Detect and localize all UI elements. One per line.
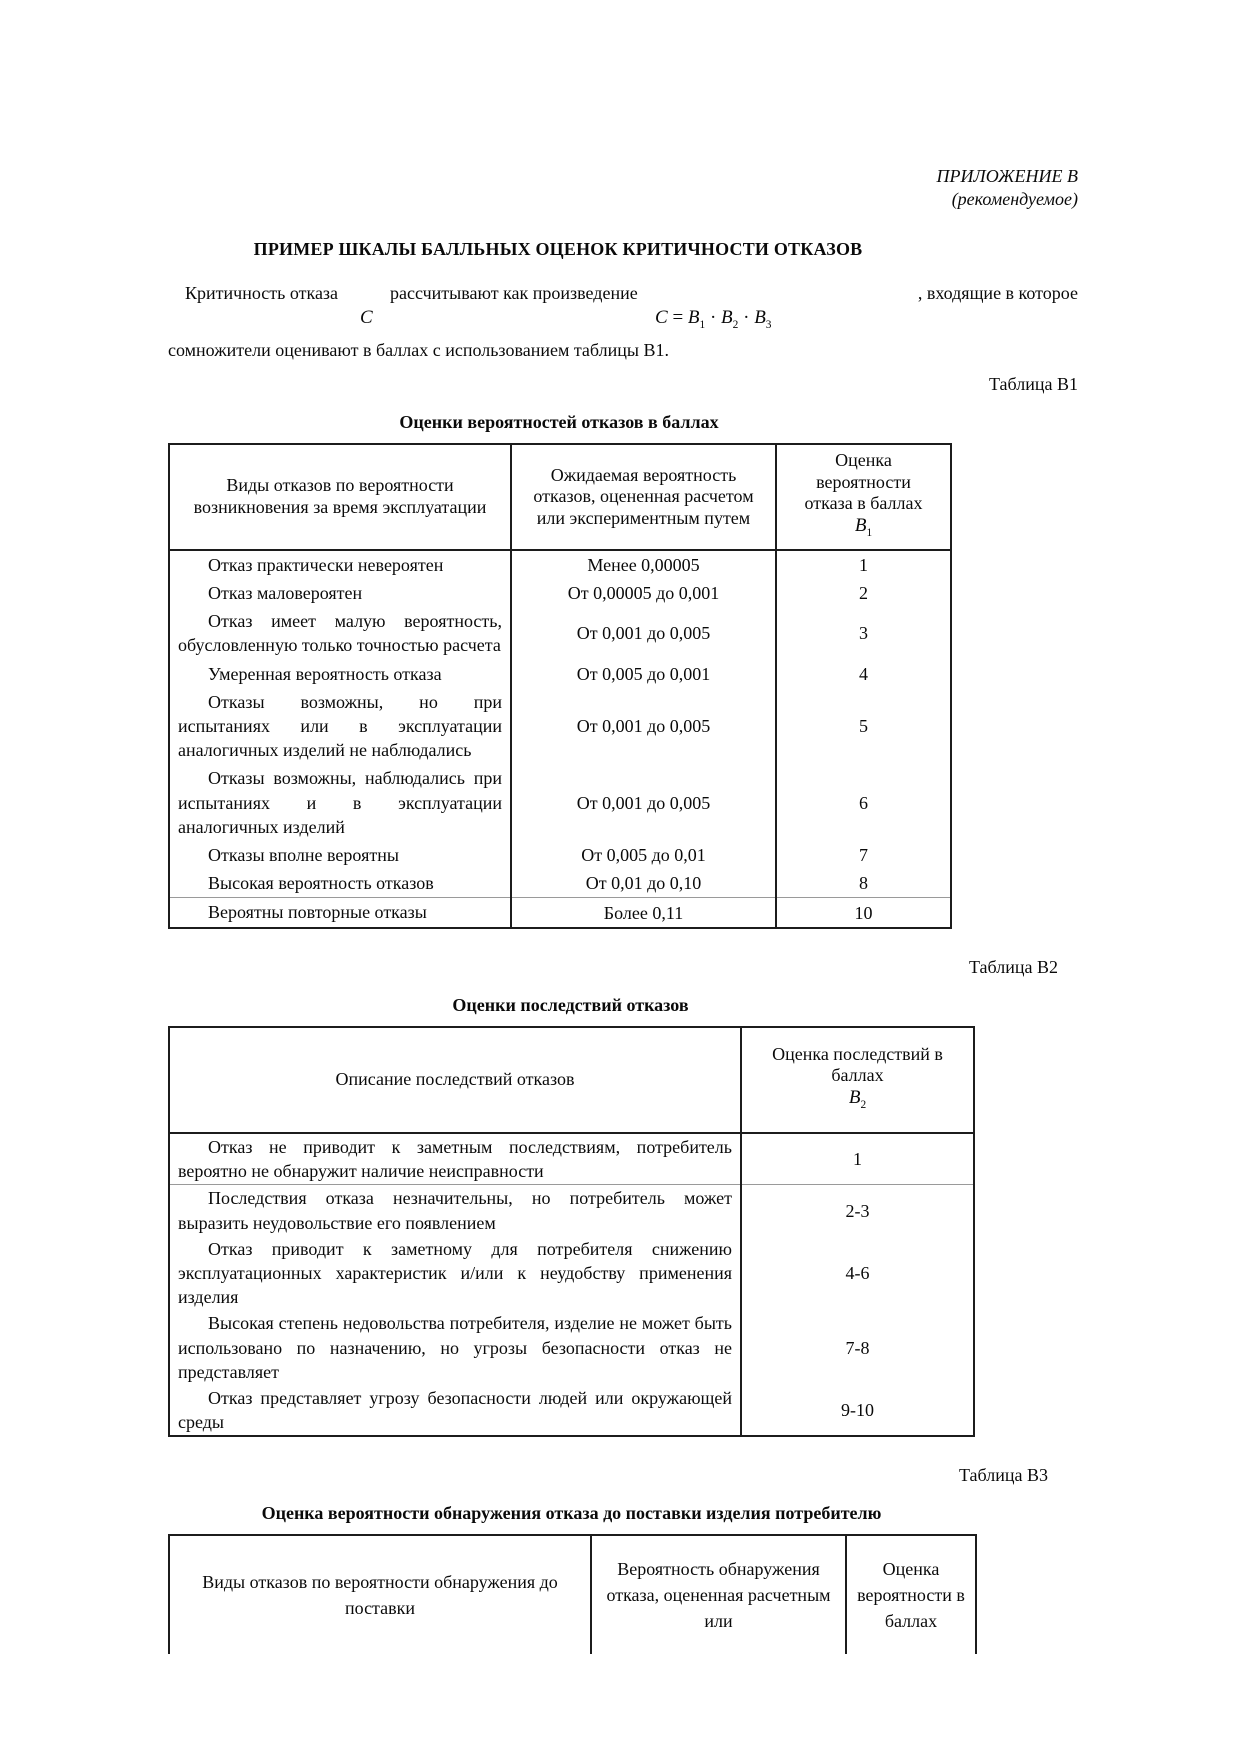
table-b2-label: Таблица В2 [969,956,1058,977]
intro-text-2: рассчитывают как произведение [390,283,638,303]
table-row: Отказ маловероятен От 0,00005 до 0,001 2 [168,579,952,608]
table-row: Отказ имеет малую вероятность, обусловле… [168,607,952,660]
b1-symbol: B1 [854,514,873,539]
table-row: Отказы возможны, но при испытаниях или в… [168,687,952,765]
table-row: Высокая степень недовольства потребителя… [168,1310,975,1385]
table-b3-col2-header: Вероятность обнаружения отказа, оцененна… [590,1535,847,1655]
table-b1-label: Таблица В1 [989,374,1078,394]
table-b2-col1-header: Описание последствий отказов [168,1026,742,1134]
appendix-title: ПРИЛОЖЕНИЕ В [936,166,1078,186]
table-b1-col2-header: Ожидаемая вероятность отказов, оцененная… [510,444,777,551]
intro-paragraph: Критичность отказа рассчитывают как прои… [168,281,1078,362]
table-b2-col2-header: Оценка последствий в баллах B2 [740,1026,975,1134]
table-b1: Виды отказов по вероятности возникновени… [168,443,952,929]
criticality-symbol: C [360,307,373,328]
table-row: Отказ не приводит к заметным последствия… [168,1132,975,1185]
table-b3-col1-header: Виды отказов по вероятности обнаружения … [168,1535,592,1655]
table-row: Умеренная вероятность отказа От 0,005 до… [168,659,952,688]
table-b1-col1-header: Виды отказов по вероятности возникновени… [168,444,512,551]
table-b3-label: Таблица В3 [959,1465,1048,1486]
intro-text-1: Критичность отказа [185,283,339,303]
table-b2-heading: Оценки последствий отказов [452,994,689,1015]
table-row: Отказ представляет угрозу безопасности л… [168,1384,975,1437]
intro-formula-line: C C = B1 · B2 · B3 [168,306,1078,335]
table-row: Вероятны повторные отказы Более 0,11 10 [168,897,952,928]
table-b1-heading: Оценки вероятностей отказов в баллах [399,412,719,432]
table-row: Высокая вероятность отказов От 0,01 до 0… [168,869,952,898]
appendix-header: ПРИЛОЖЕНИЕ В (рекомендуемое) [168,165,1078,211]
table-b2: Описание последствий отказов Оценка посл… [168,1025,975,1438]
table-b1-col3-header: Оценка вероятности отказа в баллах B1 [775,444,952,551]
table-row: Последствия отказа незначительны, но пот… [168,1184,975,1236]
table-row: Отказ практически невероятен Менее 0,000… [168,549,952,579]
table-row: Отказ приводит к заметному для потребите… [168,1235,975,1311]
table-b3: Виды отказов по вероятности обнаружения … [168,1534,977,1655]
b2-symbol: B2 [848,1086,867,1111]
intro-line-1: Критичность отказа рассчитывают как прои… [168,281,1078,306]
table-b3-header-row: Виды отказов по вероятности обнаружения … [168,1535,977,1655]
criticality-formula: C = B1 · B2 · B3 [655,307,772,331]
intro-line-2: сомножители оценивают в баллах с использ… [168,340,669,360]
table-b3-heading: Оценка вероятности обнаружения отказа до… [261,1503,882,1524]
appendix-subtitle: (рекомендуемое) [951,189,1078,209]
document-title: ПРИМЕР ШКАЛЫ БАЛЛЬНЫХ ОЦЕНОК КРИТИЧНОСТИ… [253,239,863,259]
table-b1-header-row: Виды отказов по вероятности возникновени… [168,444,952,551]
table-row: Отказы вполне вероятны От 0,005 до 0,01 … [168,841,952,870]
intro-text-3: , входящие в которое [917,283,1078,303]
table-b3-col3-header: Оценка вероятности в баллах [845,1535,977,1655]
table-row: Отказы возможны, наблюдались при испытан… [168,764,952,842]
table-b2-header-row: Описание последствий отказов Оценка посл… [168,1026,975,1134]
